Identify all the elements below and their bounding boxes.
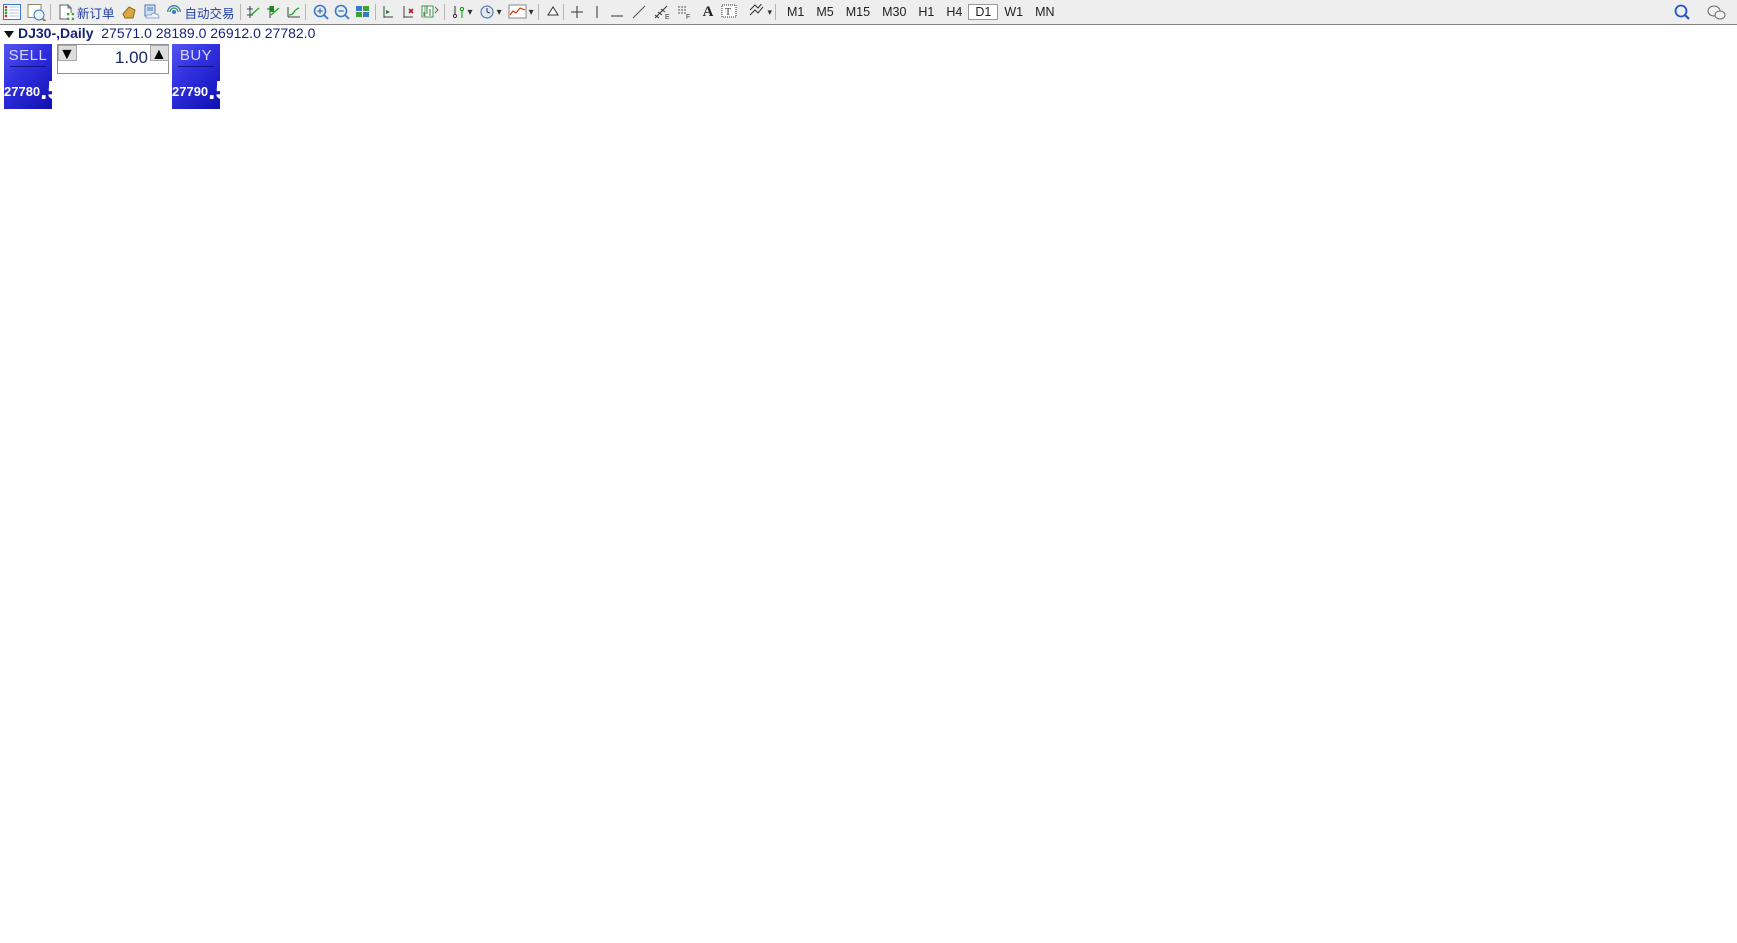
svg-text:E: E bbox=[665, 14, 670, 20]
svg-text:F: F bbox=[686, 14, 690, 20]
svg-text:T: T bbox=[725, 7, 731, 18]
